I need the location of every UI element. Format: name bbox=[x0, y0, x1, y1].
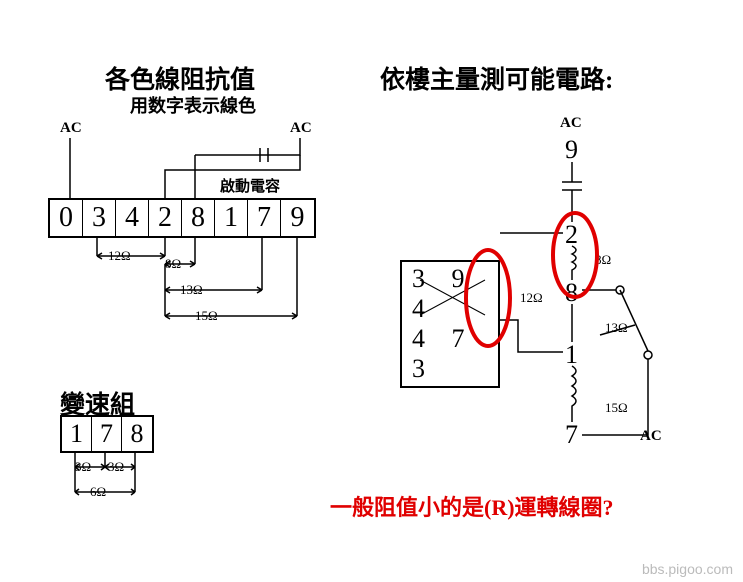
wiring-svg bbox=[0, 0, 743, 582]
